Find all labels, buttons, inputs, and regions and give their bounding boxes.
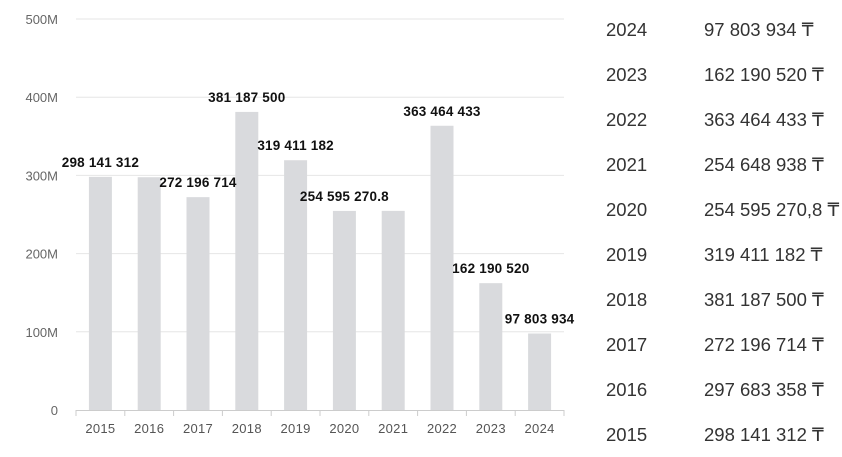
x-tick-label: 2018 xyxy=(232,421,262,436)
table-row: 2022 363 464 433 ₸ xyxy=(606,97,842,142)
bar xyxy=(381,210,405,410)
data-label: 298 141 312 xyxy=(62,155,139,170)
table-row: 2016 297 683 358 ₸ xyxy=(606,367,842,412)
data-label: 272 196 714 xyxy=(159,175,237,190)
bar xyxy=(284,160,308,410)
data-label: 97 803 934 xyxy=(505,312,575,327)
data-label: 254 595 270.8 xyxy=(300,189,389,204)
row-amount: 254 595 270,8 ₸ xyxy=(704,198,840,220)
data-labels: 298 141 312 272 196 714 381 187 500 319 411… xyxy=(62,90,575,327)
x-tick-label: 2023 xyxy=(476,421,506,436)
values-table: 2024 97 803 934 ₸ 2023 162 190 520 ₸ 2022 363… xyxy=(606,7,842,457)
bar xyxy=(235,111,259,410)
data-label: 319 411 182 xyxy=(257,138,334,153)
x-axis: 2015 2016 2017 2018 2019 2020 2021 2022 2023 2024 xyxy=(75,410,565,436)
y-tick-label: 300M xyxy=(25,168,58,183)
y-tick-label: 100M xyxy=(25,325,58,340)
gridlines: 0 100M 200M 300M 400M 500M xyxy=(25,12,564,418)
bar xyxy=(332,210,356,410)
y-tick-label: 0 xyxy=(51,403,58,418)
x-tick-label: 2024 xyxy=(525,421,555,436)
row-year: 2019 xyxy=(606,243,648,265)
row-year: 2015 xyxy=(606,423,648,445)
x-tick-label: 2021 xyxy=(378,421,408,436)
row-amount: 97 803 934 ₸ xyxy=(704,18,814,40)
bars xyxy=(88,111,552,410)
row-amount: 363 464 433 ₸ xyxy=(704,108,824,130)
row-year: 2024 xyxy=(606,18,648,40)
bar xyxy=(479,283,503,410)
row-year: 2022 xyxy=(606,108,648,130)
bar xyxy=(528,333,552,410)
data-label: 381 187 500 xyxy=(208,90,285,105)
row-amount: 162 190 520 ₸ xyxy=(704,63,824,85)
row-year: 2016 xyxy=(606,378,648,400)
row-amount: 381 187 500 ₸ xyxy=(704,288,824,310)
row-amount: 254 648 938 ₸ xyxy=(704,153,824,175)
table-row: 2019 319 411 182 ₸ xyxy=(606,232,842,277)
y-tick-label: 200M xyxy=(25,247,58,262)
row-year: 2020 xyxy=(606,198,648,220)
table-row: 2024 97 803 934 ₸ xyxy=(606,7,842,52)
table-row: 2021 254 648 938 ₸ xyxy=(606,142,842,187)
data-label: 363 464 433 xyxy=(403,104,481,119)
x-tick-label: 2017 xyxy=(183,421,213,436)
table-row: 2020 254 595 270,8 ₸ xyxy=(606,187,842,232)
y-tick-label: 500M xyxy=(25,12,58,27)
x-tick-label: 2022 xyxy=(427,421,457,436)
table-row: 2018 381 187 500 ₸ xyxy=(606,277,842,322)
bar xyxy=(88,176,112,410)
bar xyxy=(186,197,210,410)
bar xyxy=(137,177,161,410)
row-year: 2021 xyxy=(606,153,648,175)
x-tick-label: 2019 xyxy=(281,421,311,436)
bar xyxy=(430,125,454,410)
row-year: 2017 xyxy=(606,333,648,355)
table-row: 2023 162 190 520 ₸ xyxy=(606,52,842,97)
table-row: 2015 298 141 312 ₸ xyxy=(606,412,842,457)
row-amount: 272 196 714 ₸ xyxy=(704,333,824,355)
data-label: 162 190 520 xyxy=(452,261,529,276)
y-tick-label: 400M xyxy=(25,90,58,105)
row-amount: 297 683 358 ₸ xyxy=(704,378,824,400)
row-year: 2018 xyxy=(606,288,648,310)
x-tick-label: 2020 xyxy=(329,421,359,436)
row-year: 2023 xyxy=(606,63,648,85)
table-row: 2017 272 196 714 ₸ xyxy=(606,322,842,367)
x-tick-label: 2015 xyxy=(85,421,115,436)
x-tick-label: 2016 xyxy=(134,421,164,436)
row-amount: 319 411 182 ₸ xyxy=(704,243,823,265)
row-amount: 298 141 312 ₸ xyxy=(704,423,824,445)
